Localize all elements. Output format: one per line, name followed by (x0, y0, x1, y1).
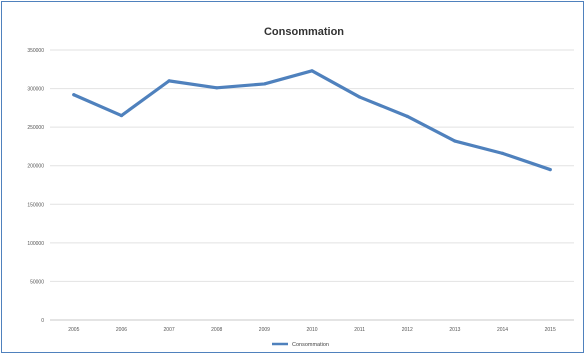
y-tick-label: 50000 (30, 279, 44, 285)
data-point (262, 82, 266, 86)
x-tick-label: 2015 (545, 327, 556, 333)
x-tick-label: 2012 (402, 327, 413, 333)
y-tick-label: 0 (41, 318, 44, 324)
y-tick-label: 350000 (27, 48, 44, 54)
x-tick-label: 2013 (449, 327, 460, 333)
data-point (500, 151, 505, 155)
x-axis-ticks: 2005 2006 2007 2008 2009 2010 2011 2012 2013 2014… (68, 327, 556, 333)
y-tick-label: 150000 (27, 202, 44, 208)
data-point (358, 95, 362, 99)
y-tick-label: 200000 (27, 164, 44, 170)
series-layer (72, 69, 552, 172)
x-tick-label: 2014 (497, 327, 508, 333)
y-tick-label: 100000 (27, 241, 44, 247)
x-tick-label: 2010 (306, 327, 317, 333)
x-tick-label: 2009 (259, 327, 270, 333)
data-point (72, 93, 76, 97)
data-point (119, 113, 124, 118)
legend: Consommation (272, 342, 329, 348)
series-line (72, 69, 552, 172)
x-tick-label: 2005 (68, 327, 79, 333)
data-point (405, 114, 409, 118)
legend-label: Consommation (292, 342, 329, 348)
x-tick-label: 2011 (354, 327, 365, 333)
data-point (310, 69, 314, 73)
data-point (453, 139, 457, 143)
chart-title: Consommation (264, 26, 344, 38)
x-tick-label: 2006 (116, 327, 127, 333)
y-tick-label: 250000 (27, 125, 44, 131)
x-tick-label: 2007 (164, 327, 175, 333)
data-point (215, 86, 219, 90)
y-tick-label: 300000 (27, 87, 44, 93)
x-tick-label: 2008 (211, 327, 222, 333)
data-point (548, 167, 552, 172)
grid-lines (50, 49, 574, 321)
data-point (167, 79, 171, 83)
y-axis-ticks: 0 50000 100000 150000 200000 250000 300000 3500… (27, 48, 44, 324)
